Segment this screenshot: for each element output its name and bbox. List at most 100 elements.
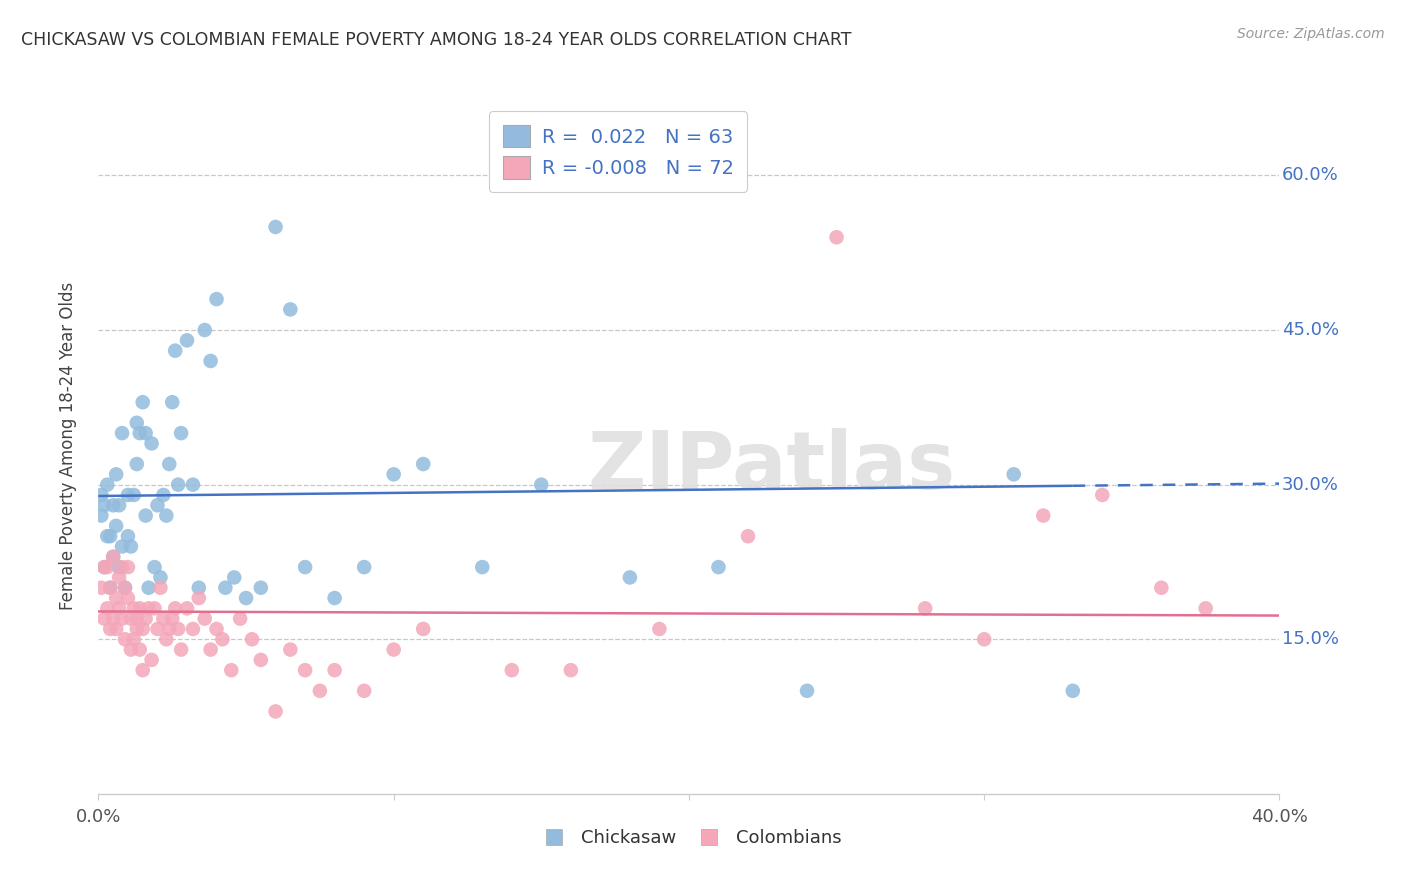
Point <box>619 570 641 584</box>
Text: CHICKASAW VS COLOMBIAN FEMALE POVERTY AMONG 18-24 YEAR OLDS CORRELATION CHART: CHICKASAW VS COLOMBIAN FEMALE POVERTY AM… <box>21 31 852 49</box>
Point <box>1195 601 1218 615</box>
Point <box>90 488 112 502</box>
Point <box>117 560 139 574</box>
Point <box>181 477 204 491</box>
Point <box>105 591 128 605</box>
Point <box>187 591 209 605</box>
Point <box>103 549 125 564</box>
Text: Source: ZipAtlas.com: Source: ZipAtlas.com <box>1237 27 1385 41</box>
Point <box>412 457 434 471</box>
Point <box>111 560 134 574</box>
Point <box>162 612 183 626</box>
Point <box>165 343 187 358</box>
Point <box>111 612 134 626</box>
Point <box>167 477 190 491</box>
Point <box>214 581 236 595</box>
Point <box>219 663 242 677</box>
Point <box>111 426 134 441</box>
Point <box>90 508 112 523</box>
Point <box>108 570 131 584</box>
Point <box>412 622 434 636</box>
Point <box>122 632 145 647</box>
Point <box>294 663 316 677</box>
Point <box>170 426 193 441</box>
Point <box>278 302 302 317</box>
Point <box>108 560 131 574</box>
Point <box>103 549 125 564</box>
Point <box>122 601 145 615</box>
Y-axis label: Female Poverty Among 18-24 Year Olds: Female Poverty Among 18-24 Year Olds <box>59 282 77 610</box>
Point <box>973 632 995 647</box>
Point <box>135 508 157 523</box>
Point <box>264 705 287 719</box>
Point <box>143 601 166 615</box>
Point <box>309 683 332 698</box>
Point <box>108 498 131 512</box>
Point <box>707 560 730 574</box>
Point <box>98 581 121 595</box>
Point <box>194 323 217 337</box>
Point <box>187 581 209 595</box>
Point <box>176 334 198 348</box>
Point <box>162 395 183 409</box>
Point <box>264 219 287 234</box>
Point <box>250 581 273 595</box>
Point <box>560 663 582 677</box>
Point <box>128 642 150 657</box>
Point <box>229 612 252 626</box>
Point <box>135 612 157 626</box>
Text: 30.0%: 30.0% <box>1282 475 1339 493</box>
Point <box>114 632 136 647</box>
Point <box>1002 467 1025 482</box>
Point <box>108 601 131 615</box>
Point <box>382 642 405 657</box>
Point <box>93 560 115 574</box>
Point <box>200 354 222 368</box>
Point <box>141 436 163 450</box>
Point <box>181 622 204 636</box>
Point <box>530 477 553 491</box>
Point <box>235 591 257 605</box>
Point <box>132 622 155 636</box>
Point <box>120 642 142 657</box>
Point <box>224 570 246 584</box>
Point <box>122 488 145 502</box>
Point <box>250 653 273 667</box>
Point <box>353 683 375 698</box>
Point <box>98 529 121 543</box>
Point <box>157 622 180 636</box>
Point <box>353 560 375 574</box>
Point <box>96 529 118 543</box>
Point <box>132 663 155 677</box>
Point <box>152 612 174 626</box>
Point <box>471 560 494 574</box>
Point <box>165 601 187 615</box>
Point <box>128 426 150 441</box>
Point <box>141 653 163 667</box>
Point <box>138 581 160 595</box>
Point <box>1150 581 1173 595</box>
Point <box>117 591 139 605</box>
Point <box>167 622 190 636</box>
Point <box>96 601 118 615</box>
Point <box>117 488 139 502</box>
Text: ZIPatlas: ZIPatlas <box>588 428 956 506</box>
Point <box>103 612 125 626</box>
Point <box>105 622 128 636</box>
Text: 60.0%: 60.0% <box>1282 167 1339 185</box>
Point <box>93 560 115 574</box>
Point <box>114 581 136 595</box>
Point <box>211 632 233 647</box>
Point <box>146 622 169 636</box>
Point <box>176 601 198 615</box>
Point <box>323 591 346 605</box>
Point <box>98 581 121 595</box>
Point <box>103 498 125 512</box>
Point <box>382 467 405 482</box>
Point <box>143 560 166 574</box>
Point <box>149 581 172 595</box>
Point <box>1062 683 1084 698</box>
Point <box>278 642 302 657</box>
Point <box>146 498 169 512</box>
Point <box>501 663 523 677</box>
